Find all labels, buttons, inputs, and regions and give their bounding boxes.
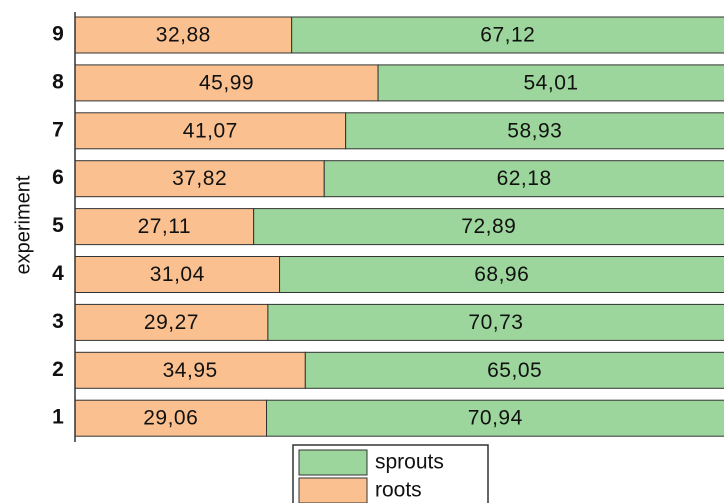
bar-segment — [74, 256, 281, 293]
bar-segment — [345, 112, 724, 150]
value-label: 72,89 — [461, 215, 516, 238]
value-label: 45,99 — [199, 71, 254, 94]
y-tick-label: 8 — [52, 70, 64, 93]
y-tick-label: 7 — [52, 118, 64, 141]
bar-segment — [74, 351, 306, 389]
bar-segment — [267, 303, 724, 341]
legend-label: roots — [375, 479, 422, 502]
value-label: 65,05 — [487, 359, 542, 382]
legend-label: sprouts — [375, 451, 444, 474]
legend-swatch — [298, 477, 368, 503]
value-label: 27,11 — [138, 215, 192, 238]
bar-segment — [323, 160, 724, 198]
value-label: 29,06 — [143, 407, 198, 430]
y-axis-label: experiment — [12, 175, 34, 274]
value-label: 31,04 — [150, 263, 205, 286]
value-label: 70,94 — [468, 407, 523, 430]
bar-segment — [74, 64, 379, 102]
value-label: 37,82 — [172, 167, 227, 190]
y-tick-label: 2 — [52, 358, 64, 381]
bar-segment — [74, 399, 268, 437]
bar-segment — [291, 16, 724, 54]
legend-swatch — [298, 449, 368, 476]
y-tick-label: 4 — [52, 262, 64, 285]
value-label: 54,01 — [524, 71, 579, 94]
value-label: 29,27 — [144, 311, 199, 334]
bar-segment — [266, 399, 724, 437]
y-tick-label: 9 — [52, 23, 64, 46]
bar-segment — [279, 256, 724, 293]
y-tick-label: 6 — [52, 166, 64, 189]
y-tick-label: 1 — [52, 406, 64, 429]
value-label: 58,93 — [507, 119, 562, 142]
value-label: 67,12 — [480, 24, 535, 47]
value-label: 41,07 — [183, 119, 238, 142]
value-label: 32,88 — [156, 24, 211, 47]
y-tick-label: 3 — [52, 310, 64, 333]
value-label: 68,96 — [474, 263, 529, 286]
bar-segment — [74, 112, 347, 150]
value-label: 70,73 — [468, 311, 523, 334]
bar-segment — [377, 64, 724, 102]
y-tick-label: 5 — [52, 214, 64, 237]
value-label: 62,18 — [497, 167, 552, 190]
bar-segment — [253, 208, 724, 246]
value-label: 34,95 — [163, 359, 218, 382]
bar-segment — [304, 351, 724, 389]
